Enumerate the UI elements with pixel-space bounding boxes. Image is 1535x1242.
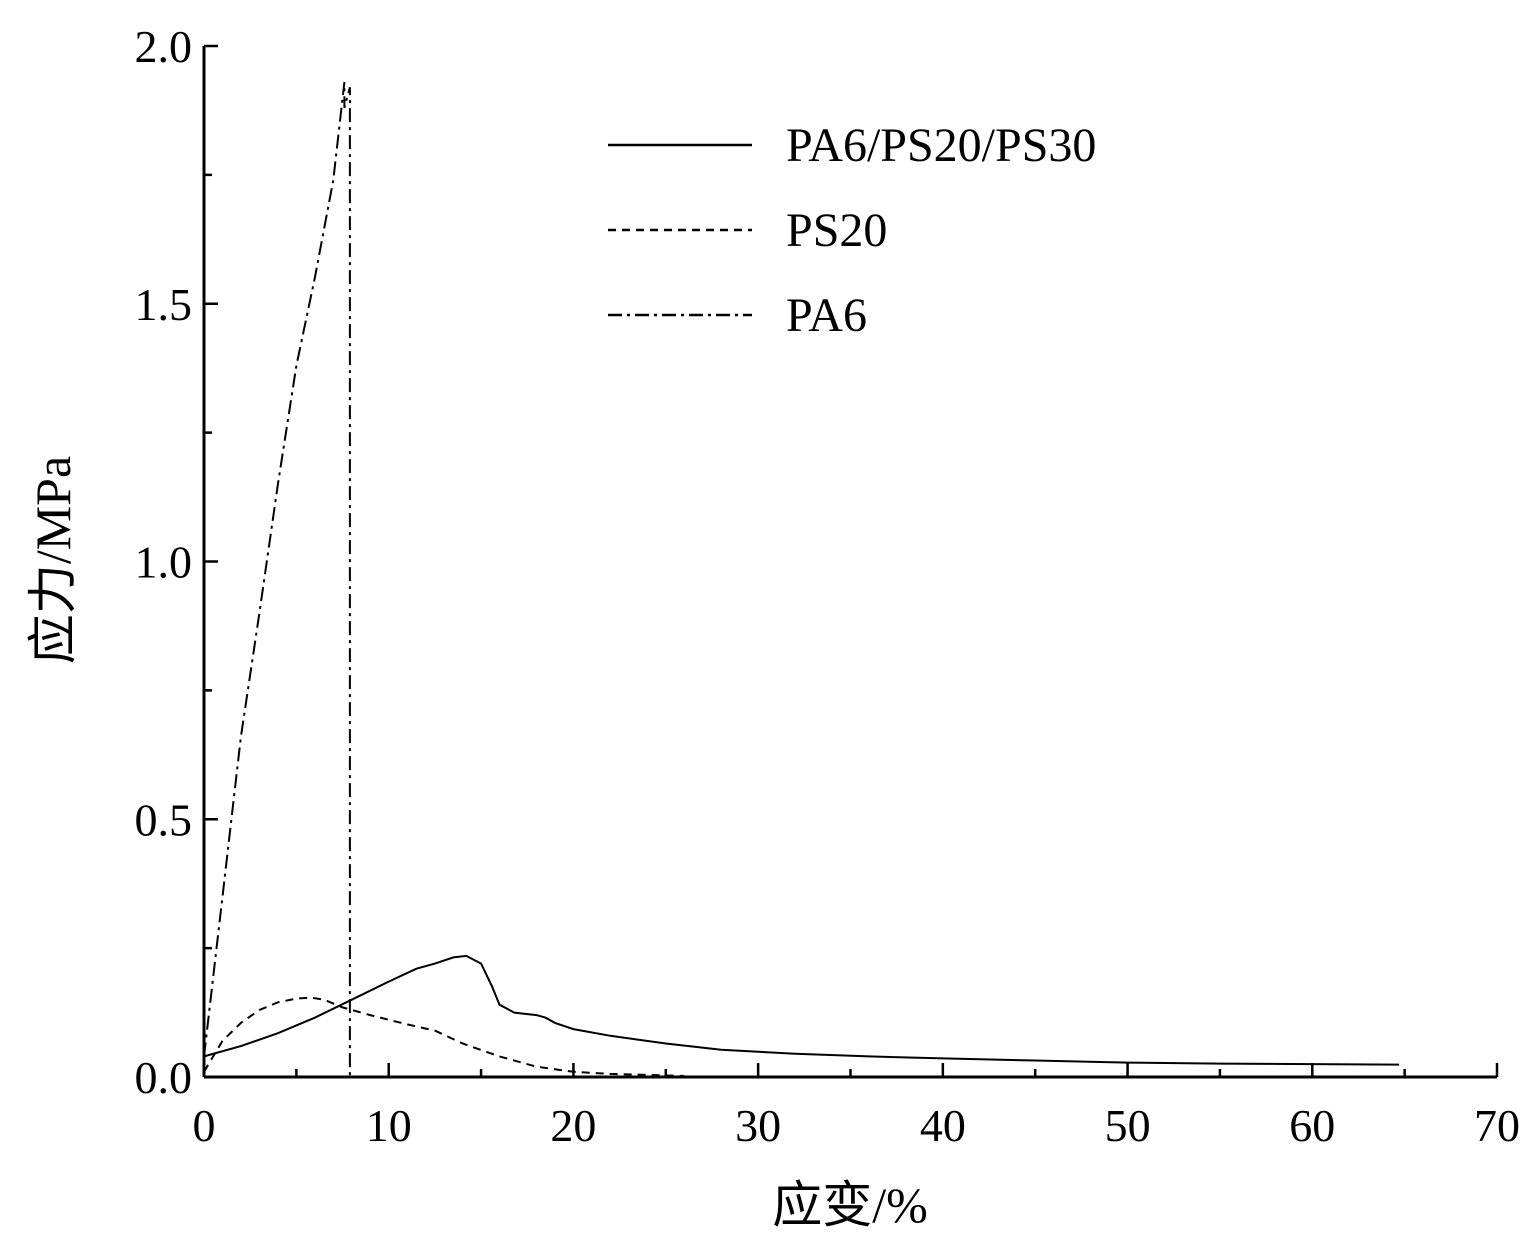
x-tick-label: 40 xyxy=(920,1100,966,1151)
legend-label: PA6/PS20/PS30 xyxy=(786,119,1096,172)
x-tick-label: 50 xyxy=(1105,1100,1151,1151)
x-tick-label: 20 xyxy=(550,1100,596,1151)
y-axis-title: 应力/MPa xyxy=(25,456,81,664)
axes xyxy=(202,46,1497,1079)
y-tick-label: 1.5 xyxy=(135,279,193,330)
y-tick-label: 1.0 xyxy=(135,537,193,588)
y-tick-label: 0.0 xyxy=(135,1052,193,1103)
x-axis-title: 应变/% xyxy=(772,1177,928,1233)
y-tick-label: 0.5 xyxy=(135,794,193,845)
legend-label: PS20 xyxy=(786,204,887,257)
series-line-dashdot xyxy=(203,81,351,1077)
x-tick-label: 60 xyxy=(1289,1100,1335,1151)
legend: PA6/PS20/PS30 PS20 PA6 xyxy=(608,119,1096,342)
plot-area xyxy=(203,81,1400,1077)
y-tick-label: 2.0 xyxy=(135,21,193,72)
series-line-solid xyxy=(203,954,1400,1066)
x-tick-label: 30 xyxy=(735,1100,781,1151)
x-tick-label: 70 xyxy=(1474,1100,1520,1151)
y-ticks: 0.0 0.5 1.0 1.5 2.0 xyxy=(135,21,218,1103)
x-tick-label: 10 xyxy=(366,1100,412,1151)
x-ticks: 0 10 20 30 40 50 60 70 xyxy=(193,1063,1520,1151)
legend-label: PA6 xyxy=(786,289,867,342)
x-tick-label: 0 xyxy=(193,1100,216,1151)
series-line-dashed xyxy=(203,996,685,1077)
